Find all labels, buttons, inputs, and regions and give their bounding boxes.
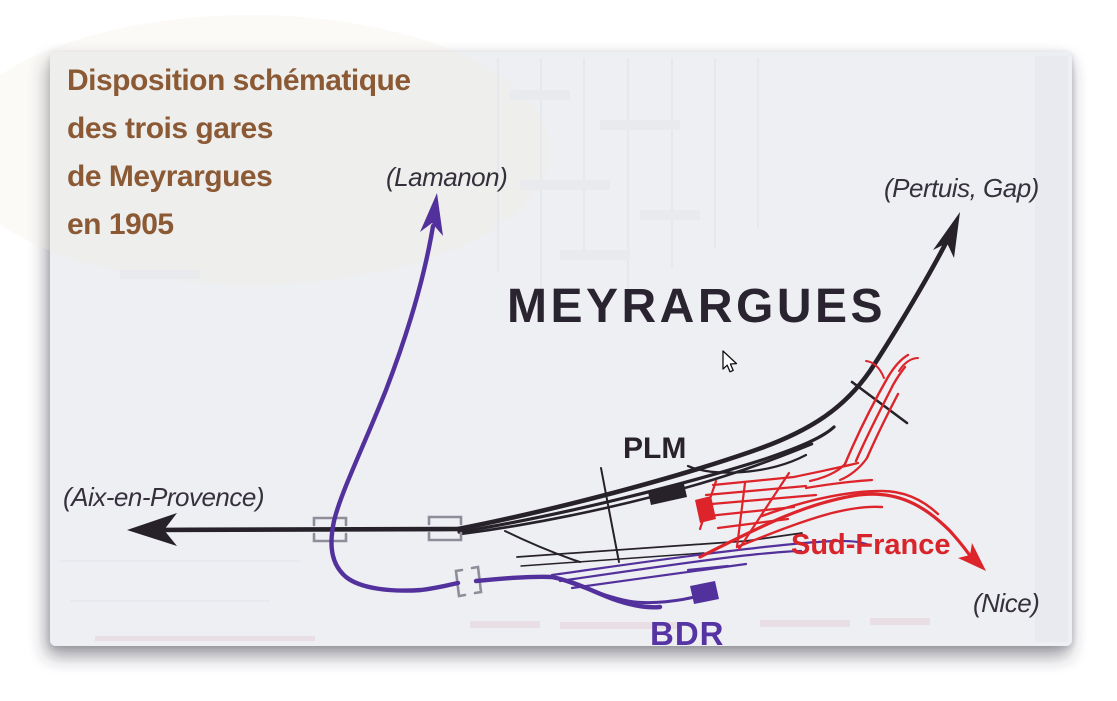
sf-north-spur-2	[898, 357, 919, 372]
sf-connector-1	[792, 461, 860, 479]
bdr-station-building	[690, 581, 719, 604]
destination-label-lamanon: (Lamanon)	[386, 162, 507, 192]
bridge-symbols	[312, 515, 483, 598]
sf-nice-parallel-2	[735, 505, 884, 549]
sud-france-station-building	[695, 496, 716, 523]
aix-direction-arrowhead	[127, 513, 177, 546]
bridge-symbol-west-top	[312, 516, 348, 527]
sf-north-line-2	[854, 365, 907, 463]
plm-track-network	[143, 230, 954, 567]
sf-north-line-3	[865, 392, 900, 460]
plm-parallel-track-1	[457, 425, 836, 534]
sf-yard-ladder-diagonal	[737, 471, 791, 551]
sf-yard-track-3	[698, 493, 818, 507]
sf-nice-mainline	[698, 492, 975, 562]
sf-connector-2	[804, 478, 874, 490]
sf-yard-track-4	[706, 505, 796, 518]
destination-label-nice: (Nice)	[973, 588, 1039, 618]
diagram-title-line-3: de Meyrargues	[67, 160, 272, 193]
sf-yard-track-2	[704, 484, 808, 497]
sf-north-spur-1	[865, 360, 885, 379]
bdr-siding-track-1	[550, 539, 871, 577]
bdr-mainline	[473, 574, 555, 584]
plm-mainline-east	[455, 230, 954, 532]
station-name-label: MEYRARGUES	[507, 280, 886, 333]
plm-bdr-connector-track	[504, 530, 581, 563]
interchange-track-1	[516, 532, 803, 558]
bdr-siding-track-2	[558, 549, 803, 583]
bdr-yard-track-low-2	[560, 578, 704, 605]
diagram-title-line-2: des trois gares	[67, 112, 273, 145]
sud-france-track-network	[698, 353, 975, 562]
destination-label-pertuis-gap: (Pertuis, Gap)	[884, 173, 1039, 203]
sf-north-base-2	[838, 456, 869, 482]
plm-mainline-west	[143, 526, 461, 533]
bridge-symbol-east-top	[427, 515, 463, 526]
bdr-track-network	[329, 223, 871, 610]
nice-direction-arrowhead	[958, 543, 986, 571]
diagram-labels: Disposition schématique des trois gares …	[63, 64, 1040, 652]
destination-label-aix: (Aix-en-Provence)	[63, 482, 264, 512]
interchange-track-2	[520, 552, 705, 567]
sf-north-base-1	[808, 462, 847, 483]
diagram-title-line-1: Disposition schématique	[67, 64, 411, 97]
sf-north-line-1	[843, 353, 910, 466]
pertuis-direction-arrowhead	[933, 212, 960, 258]
bridge-symbol-east-bottom	[427, 531, 463, 542]
road-crossing-line	[850, 380, 909, 425]
lamanon-direction-arrowhead	[420, 193, 443, 236]
plm-parallel-track-2	[459, 442, 814, 536]
plm-passing-loop	[686, 453, 808, 474]
company-label-sud-france: Sud-France	[791, 529, 951, 561]
paper-scan	[50, 52, 1072, 646]
bdr-siding-stub	[686, 564, 730, 572]
bleed-through-texture	[0, 15, 1068, 642]
plm-yard-connector-track	[600, 467, 620, 563]
diagram-title-line-4: en 1905	[67, 208, 174, 241]
bdr-lamanon-line	[329, 223, 461, 593]
sf-yard-track-1	[711, 475, 796, 487]
mouse-cursor	[722, 350, 738, 373]
plm-station-building	[648, 484, 687, 505]
sf-nice-parallel-1	[760, 489, 940, 518]
company-label-plm: PLM	[623, 432, 686, 465]
company-label-bdr: BDR	[650, 615, 725, 652]
